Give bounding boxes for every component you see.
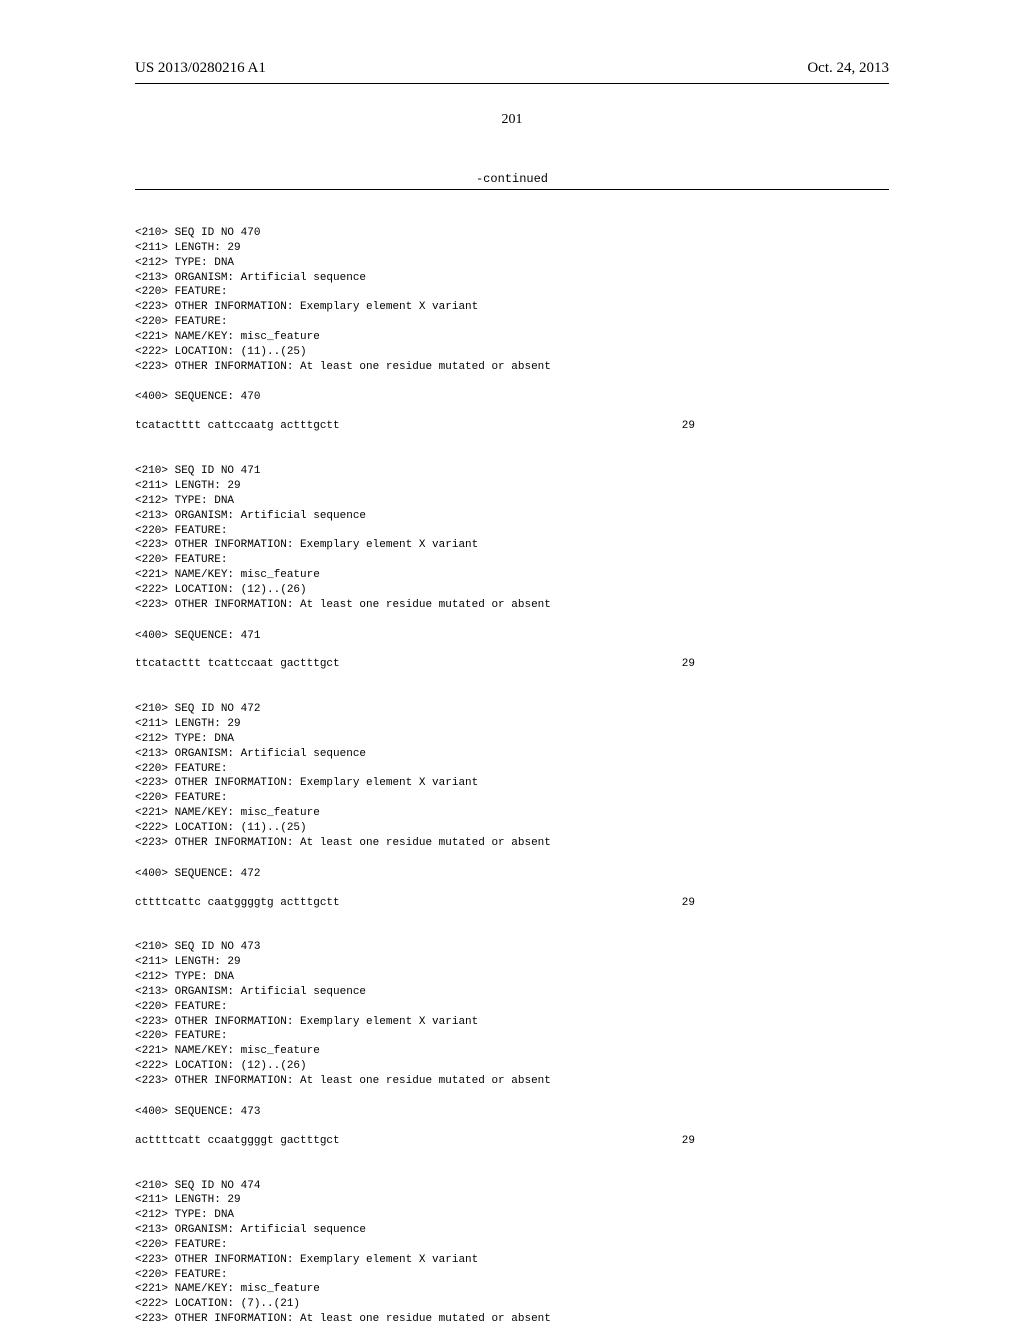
continued-label: -continued [135, 172, 889, 186]
patent-page: US 2013/0280216 A1 Oct. 24, 2013 201 -co… [0, 0, 1024, 1320]
continued-rule [135, 189, 889, 190]
sequence-block: <210> SEQ ID NO 473 <211> LENGTH: 29 <21… [135, 940, 889, 1088]
sequence-data: ttcatacttt tcattccaat gactttgct [135, 657, 340, 672]
sequence-data: tcatactttt cattccaatg actttgctt [135, 419, 340, 434]
sequence-block: <210> SEQ ID NO 474 <211> LENGTH: 29 <21… [135, 1179, 889, 1327]
sequence-data-line: tcatactttt cattccaatg actttgctt 29 [135, 419, 695, 434]
sequence-count: 29 [682, 657, 695, 672]
sequence-header: <400> SEQUENCE: 470 [135, 390, 889, 405]
page-number: 201 [135, 112, 889, 128]
sequence-block: <210> SEQ ID NO 472 <211> LENGTH: 29 <21… [135, 702, 889, 850]
sequence-data-line: ttcatacttt tcattccaat gactttgct 29 [135, 657, 695, 672]
header-rule [135, 83, 889, 84]
sequence-count: 29 [682, 1134, 695, 1149]
sequence-listing-container: <210> SEQ ID NO 470 <211> LENGTH: 29 <21… [135, 226, 889, 1327]
sequence-block: <210> SEQ ID NO 471 <211> LENGTH: 29 <21… [135, 464, 889, 612]
sequence-header: <400> SEQUENCE: 472 [135, 867, 889, 882]
publication-date: Oct. 24, 2013 [807, 60, 889, 77]
sequence-data-line: cttttcattc caatggggtg actttgctt 29 [135, 896, 695, 911]
page-header: US 2013/0280216 A1 Oct. 24, 2013 [135, 60, 889, 77]
sequence-header: <400> SEQUENCE: 473 [135, 1105, 889, 1120]
sequence-count: 29 [682, 896, 695, 911]
sequence-count: 29 [682, 419, 695, 434]
sequence-data-line: acttttcatt ccaatggggt gactttgct 29 [135, 1134, 695, 1149]
sequence-data: cttttcattc caatggggtg actttgctt [135, 896, 340, 911]
sequence-block: <210> SEQ ID NO 470 <211> LENGTH: 29 <21… [135, 226, 889, 374]
sequence-header: <400> SEQUENCE: 471 [135, 629, 889, 644]
sequence-data: acttttcatt ccaatggggt gactttgct [135, 1134, 340, 1149]
publication-number: US 2013/0280216 A1 [135, 60, 266, 77]
